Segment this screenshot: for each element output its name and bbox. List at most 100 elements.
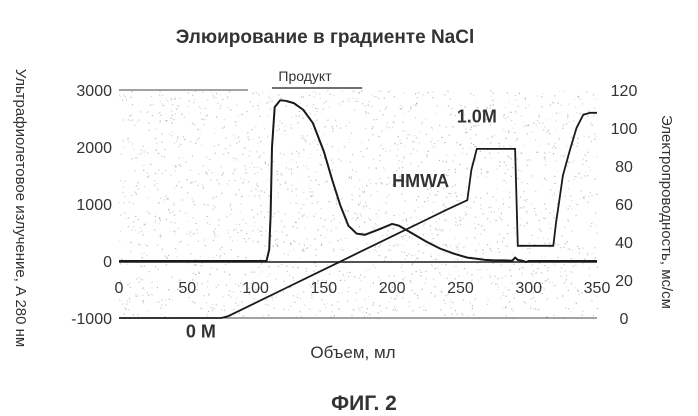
noise-speck — [141, 279, 143, 281]
noise-speck — [396, 295, 398, 297]
noise-speck — [131, 91, 133, 93]
noise-speck — [211, 309, 214, 312]
noise-speck — [213, 96, 215, 98]
noise-speck — [579, 198, 581, 200]
noise-speck — [432, 237, 434, 240]
noise-speck — [256, 183, 258, 185]
noise-speck — [352, 309, 354, 311]
noise-speck — [333, 315, 335, 317]
noise-speck — [351, 199, 353, 201]
noise-speck — [281, 174, 283, 176]
noise-speck — [511, 167, 514, 169]
noise-speck — [187, 244, 189, 246]
noise-speck — [557, 170, 559, 172]
noise-speck — [203, 295, 205, 297]
noise-speck — [591, 253, 593, 255]
noise-speck — [259, 197, 261, 199]
noise-speck — [552, 285, 555, 287]
y-right-tick-label: 20 — [615, 273, 633, 290]
noise-speck — [372, 302, 375, 304]
noise-speck — [179, 279, 181, 281]
noise-speck — [454, 258, 456, 261]
noise-speck — [591, 124, 593, 126]
noise-speck — [303, 96, 305, 98]
noise-speck — [507, 155, 509, 157]
noise-speck — [294, 301, 296, 303]
noise-speck — [554, 217, 556, 219]
noise-speck — [303, 204, 305, 206]
noise-speck — [155, 266, 157, 268]
noise-speck — [416, 102, 418, 104]
noise-speck — [156, 244, 159, 246]
noise-speck — [154, 172, 157, 175]
noise-speck — [157, 268, 159, 270]
noise-speck — [492, 92, 495, 94]
noise-speck — [191, 198, 193, 200]
noise-speck — [302, 117, 304, 119]
noise-speck — [315, 265, 317, 267]
noise-speck — [431, 233, 433, 235]
noise-speck — [124, 180, 127, 182]
noise-speck — [295, 202, 297, 204]
noise-speck — [193, 232, 195, 235]
noise-speck — [142, 234, 144, 236]
noise-speck — [422, 252, 424, 254]
noise-speck — [310, 195, 312, 197]
noise-speck — [132, 202, 134, 205]
noise-speck — [121, 258, 123, 260]
noise-speck — [321, 299, 323, 301]
noise-speck — [530, 203, 532, 205]
noise-speck — [144, 223, 146, 225]
noise-speck — [266, 276, 268, 278]
noise-speck — [579, 98, 581, 100]
noise-speck — [187, 192, 189, 194]
noise-speck — [213, 230, 215, 232]
noise-speck — [207, 310, 210, 313]
noise-speck — [142, 145, 144, 147]
noise-speck — [270, 235, 273, 237]
noise-speck — [578, 96, 580, 98]
noise-speck — [421, 161, 423, 163]
noise-speck — [309, 113, 312, 115]
noise-speck — [592, 94, 595, 96]
noise-speck — [567, 113, 569, 116]
noise-speck — [285, 167, 288, 169]
noise-speck — [158, 152, 160, 154]
noise-speck — [380, 286, 382, 288]
noise-speck — [339, 127, 342, 129]
noise-speck — [128, 141, 130, 143]
noise-speck — [298, 217, 300, 219]
noise-speck — [401, 161, 403, 163]
noise-speck — [544, 158, 546, 160]
noise-speck — [221, 127, 224, 129]
y-left-tick-label: 0 — [103, 254, 112, 271]
noise-speck — [203, 239, 205, 241]
noise-speck — [386, 122, 388, 124]
noise-speck — [387, 91, 389, 93]
noise-speck — [255, 188, 257, 190]
noise-speck — [325, 283, 327, 285]
noise-speck — [135, 229, 137, 231]
y-right-tick-label: 0 — [620, 311, 629, 328]
noise-speck — [194, 90, 196, 92]
noise-speck — [511, 308, 513, 310]
noise-speck — [175, 230, 177, 232]
noise-speck — [133, 221, 135, 223]
noise-speck — [364, 298, 366, 300]
noise-speck — [420, 271, 422, 273]
noise-speck — [137, 182, 139, 184]
noise-speck — [502, 129, 504, 131]
noise-speck — [130, 241, 132, 244]
noise-speck — [455, 221, 457, 223]
noise-speck — [414, 134, 416, 136]
noise-speck — [443, 299, 445, 302]
noise-speck — [232, 172, 234, 175]
noise-speck — [178, 105, 180, 107]
noise-speck — [154, 215, 157, 217]
noise-speck — [572, 307, 574, 309]
noise-speck — [263, 122, 265, 124]
noise-speck — [508, 131, 510, 133]
noise-speck — [445, 196, 448, 198]
noise-speck — [119, 299, 121, 302]
noise-speck — [171, 135, 173, 137]
